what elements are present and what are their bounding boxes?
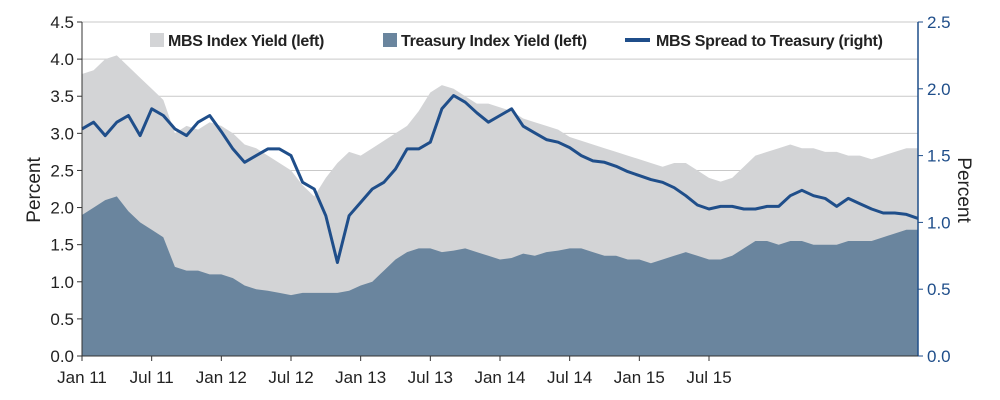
right-tick-label-3: 1.5: [927, 147, 951, 166]
tick-labels: 0.0 0.5 1.0 1.5 2.0 2.5 3.0 3.5 4.0 4.5 0.0 0.5 1.0 1…: [50, 13, 950, 387]
x-tick-label-0: Jan 11: [57, 368, 107, 387]
right-tick-label-4: 2.0: [927, 80, 951, 99]
legend-swatch-mbs-yield: [150, 33, 164, 47]
x-tick-label-4: Jan 13: [335, 368, 386, 387]
left-tick-label-1: 0.5: [50, 310, 74, 329]
left-tick-label-3: 1.5: [50, 236, 74, 255]
left-tick-label-6: 3.0: [50, 124, 74, 143]
plot-areas: [82, 55, 918, 357]
line-series-2: [81, 94, 919, 264]
right-tick-label-2: 1.0: [927, 213, 951, 232]
left-tick-label-9: 4.5: [50, 13, 74, 32]
legend: MBS Index Yield (left) Treasury Index Yi…: [150, 33, 883, 50]
right-axis-title: Percent: [953, 157, 974, 223]
legend-label-treasury-yield: Treasury Index Yield (left): [401, 33, 587, 50]
axes: [77, 21, 923, 361]
right-tick-label-0: 0.0: [927, 347, 951, 366]
x-tick-label-3: Jul 12: [268, 368, 313, 387]
left-tick-label-4: 2.0: [50, 199, 74, 218]
left-tick-label-7: 3.5: [50, 87, 74, 106]
x-tick-label-6: Jan 14: [474, 368, 525, 387]
left-tick-label-2: 1.0: [50, 273, 74, 292]
legend-label-spread: MBS Spread to Treasury (right): [656, 33, 883, 50]
plot-lines: [81, 94, 919, 264]
x-tick-label-9: Jul 15: [686, 368, 731, 387]
x-tick-label-7: Jul 14: [547, 368, 592, 387]
left-axis-title: Percent: [24, 157, 45, 223]
x-tick-label-5: Jul 13: [408, 368, 453, 387]
x-tick-label-2: Jan 12: [196, 368, 247, 387]
left-tick-label-0: 0.0: [50, 347, 74, 366]
right-tick-label-1: 0.5: [927, 280, 951, 299]
x-tick-label-8: Jan 15: [614, 368, 665, 387]
left-tick-label-8: 4.0: [50, 50, 74, 69]
left-tick-label-5: 2.5: [50, 161, 74, 180]
x-tick-label-1: Jul 11: [130, 368, 174, 387]
legend-label-mbs-yield: MBS Index Yield (left): [168, 33, 324, 50]
right-tick-label-5: 2.5: [927, 13, 951, 32]
legend-swatch-treasury-yield: [383, 33, 397, 47]
area-series-1: [82, 196, 918, 356]
